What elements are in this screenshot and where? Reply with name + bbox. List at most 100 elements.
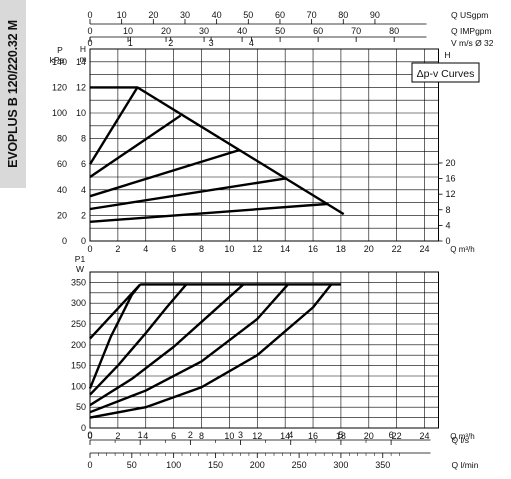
bottom-axis-lmin-label: 50 — [127, 460, 137, 470]
head-x-tick-label: 2 — [115, 244, 120, 254]
top-axis-usgpm-label: 90 — [370, 10, 380, 20]
top-axis-usgpm-label: 40 — [212, 10, 222, 20]
power-curve-5 — [89, 283, 289, 414]
head-dp-curve-3 — [89, 148, 240, 198]
head-x-tick-label: 10 — [224, 244, 234, 254]
head-dp-curve-2 — [89, 114, 182, 178]
power-x-tick-label: 2 — [115, 431, 120, 441]
bottom-axis-ls-label: 0 — [87, 430, 92, 440]
power-x-tick-label: 6 — [171, 431, 176, 441]
bottom-axis-lmin-title: Q l/min — [452, 460, 479, 470]
top-axis-velocity-label: 1 — [128, 38, 133, 48]
head-plot-frame — [89, 48, 439, 242]
head-ft-tick-label: 12 — [446, 189, 456, 199]
power-x-tick-label: 16 — [308, 431, 318, 441]
power-y-tick-label: 50 — [76, 402, 86, 412]
top-axis-velocity-label: 0 — [87, 38, 92, 48]
model-label-band: EVOPLUS B 120/220.32 M — [0, 0, 26, 188]
power-x-tick-label: 0 — [87, 431, 92, 441]
head-x-tick-label: 8 — [199, 244, 204, 254]
head-y-label-p: P — [57, 45, 63, 55]
power-y-tick-label: 250 — [71, 319, 86, 329]
bottom-axis-lmin-label: 100 — [166, 460, 181, 470]
power-x-tick-label: 14 — [280, 431, 290, 441]
top-axis-velocity-title: V m/s Ø 32 — [451, 38, 494, 48]
top-axis-usgpm-label: 0 — [87, 10, 92, 20]
power-curve-6 — [89, 283, 333, 419]
head-ft-tick-label: 4 — [446, 220, 451, 230]
head-y-label-h: H — [80, 44, 86, 54]
head-right-label-h: H — [444, 50, 450, 60]
bottom-axis-ls-label: 1 — [138, 430, 143, 440]
head-x-tick-label: 24 — [420, 244, 430, 254]
head-ft-tick-label: 16 — [446, 174, 456, 184]
bottom-axis-ls-label: 4 — [288, 430, 293, 440]
head-y-label-kpa: kPa — [50, 55, 65, 65]
head-y-tick-m: 4 — [81, 185, 86, 195]
power-x-tick-label: 10 — [224, 431, 234, 441]
head-y-tick-m: 2 — [81, 210, 86, 220]
bottom-axis-ls-label: 2 — [188, 430, 193, 440]
power-x-tick-label: 8 — [199, 431, 204, 441]
head-x-tick-label: 20 — [364, 244, 374, 254]
head-y-tick-kpa: 40 — [57, 185, 67, 195]
top-axis-usgpm-label: 30 — [180, 10, 190, 20]
bottom-axis-lmin-label: 0 — [87, 460, 92, 470]
power-plot-frame — [89, 271, 439, 429]
power-x-tick-label: 22 — [392, 431, 402, 441]
power-x-tick-label: 24 — [420, 431, 430, 441]
bottom-axis-ls-title: Q l/s — [452, 435, 469, 445]
top-axis-impgpm-label: 80 — [389, 26, 399, 36]
power-y-label-p1: P1 — [75, 254, 86, 264]
head-ft-tick-label: 20 — [446, 158, 456, 168]
top-axis-impgpm-label: 20 — [161, 26, 171, 36]
head-y-label-m: m — [79, 54, 86, 64]
head-y-tick-m: 6 — [81, 159, 86, 169]
head-ft-tick-label: 8 — [446, 205, 451, 215]
top-axis-usgpm-label: 10 — [117, 10, 127, 20]
top-axis-impgpm-title: Q IMPgpm — [451, 26, 492, 36]
top-axis-velocity-label: 4 — [249, 38, 254, 48]
head-y-tick-kpa: 80 — [57, 134, 67, 144]
head-dp-curve-4 — [89, 177, 287, 211]
head-y-tick-m: 8 — [81, 134, 86, 144]
bottom-axis-ls-label: 3 — [238, 430, 243, 440]
bottom-axis-ls-label: 5 — [338, 430, 343, 440]
head-x-unit-label: Q m³/h — [450, 245, 474, 254]
top-axis-usgpm-label: 20 — [148, 10, 158, 20]
head-x-tick-label: 22 — [392, 244, 402, 254]
head-x-tick-label: 16 — [308, 244, 318, 254]
legend-text: Δp-v Curves — [417, 68, 475, 80]
head-y-tick-kpa: 20 — [57, 210, 67, 220]
bottom-axis-lmin-label: 150 — [208, 460, 223, 470]
head-y-tick-kpa: 140 — [52, 57, 67, 67]
power-x-tick-label: 20 — [364, 431, 374, 441]
power-x-unit-label: Q m³/h — [450, 432, 474, 441]
head-y-tick-m: 0 — [81, 236, 86, 246]
bottom-axis-lmin-label: 300 — [333, 460, 348, 470]
head-x-tick-label: 14 — [280, 244, 290, 254]
head-x-tick-label: 6 — [171, 244, 176, 254]
top-axis-impgpm-label: 0 — [87, 26, 92, 36]
bottom-axis-ls-label: 6 — [389, 430, 394, 440]
top-axis-velocity-label: 3 — [209, 38, 214, 48]
head-x-tick-label: 18 — [336, 244, 346, 254]
head-y-tick-m: 14 — [76, 57, 86, 67]
top-axis-usgpm-title: Q USgpm — [451, 10, 488, 20]
top-axis-impgpm-label: 10 — [123, 26, 133, 36]
power-curve-4 — [89, 283, 245, 407]
bottom-axis-lmin-label: 200 — [250, 460, 265, 470]
bottom-axis-lmin-label: 250 — [292, 460, 307, 470]
head-y-tick-kpa: 60 — [57, 159, 67, 169]
head-dp-curve-1 — [88, 86, 139, 165]
top-axis-velocity-label: 2 — [168, 38, 173, 48]
head-x-tick-label: 0 — [87, 244, 92, 254]
head-y-tick-kpa: 120 — [52, 82, 67, 92]
head-x-tick-label: 12 — [252, 244, 262, 254]
top-axis-impgpm-label: 70 — [351, 26, 361, 36]
top-axis-impgpm-label: 60 — [313, 26, 323, 36]
top-axis-impgpm-label: 50 — [275, 26, 285, 36]
top-axis-usgpm-label: 70 — [307, 10, 317, 20]
head-x-tick-label: 4 — [143, 244, 148, 254]
